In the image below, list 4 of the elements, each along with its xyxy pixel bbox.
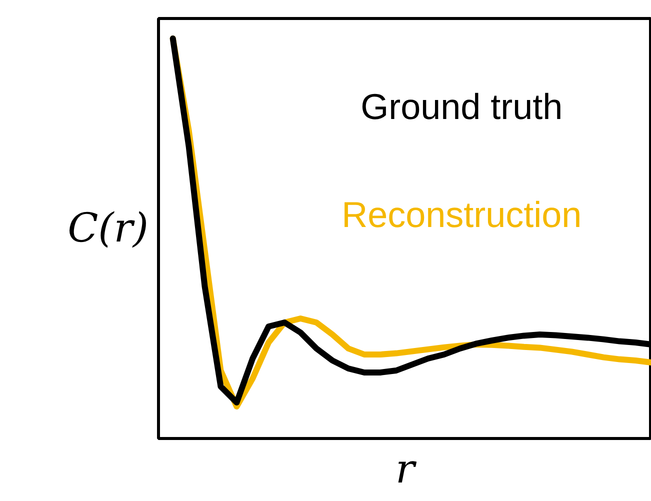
x-axis-title: r [395,446,418,492]
text: Reconstruction [342,194,582,235]
y-axis-title: C(r) [68,206,148,252]
text: Ground truth [360,86,563,127]
